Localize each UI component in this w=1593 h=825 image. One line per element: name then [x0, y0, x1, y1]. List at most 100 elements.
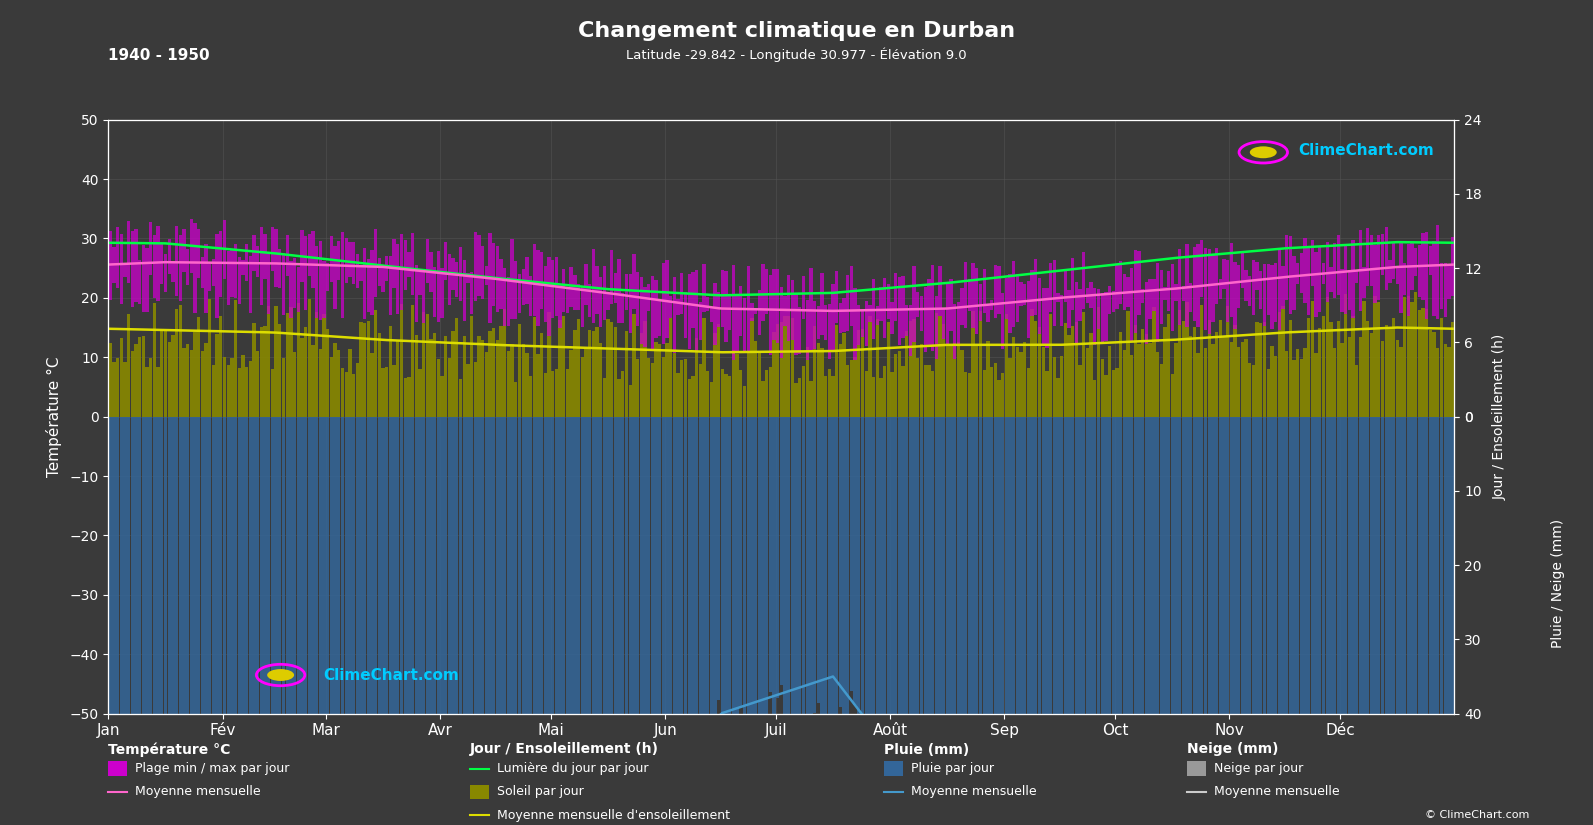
Bar [898, 417, 902, 788]
Bar [1451, 417, 1454, 788]
Bar [969, 417, 972, 788]
Bar [170, 262, 175, 281]
Bar [241, 417, 245, 788]
Bar [806, 347, 809, 417]
Bar [209, 299, 212, 417]
Bar [650, 276, 655, 348]
Bar [245, 417, 249, 788]
Bar [386, 257, 389, 281]
Bar [1227, 306, 1230, 417]
Bar [801, 417, 804, 748]
Bar [349, 417, 352, 788]
Bar [1149, 343, 1152, 417]
Bar [1289, 417, 1292, 788]
Bar [890, 302, 894, 334]
Bar [989, 299, 994, 309]
Bar [1070, 257, 1074, 310]
Bar [1023, 342, 1026, 417]
Bar [1227, 260, 1230, 323]
Bar [414, 265, 417, 322]
Bar [618, 379, 621, 417]
Bar [1070, 417, 1074, 788]
Bar [1174, 284, 1177, 301]
Bar [503, 417, 507, 788]
Bar [1098, 307, 1101, 417]
Bar [580, 356, 585, 417]
Bar [237, 368, 241, 417]
Bar [1381, 342, 1384, 417]
Bar [209, 417, 212, 788]
Bar [123, 361, 126, 417]
Bar [1344, 295, 1348, 417]
Bar [554, 417, 558, 788]
Bar [1281, 266, 1284, 309]
Bar [422, 269, 425, 323]
Bar [1056, 378, 1059, 417]
Bar [1233, 417, 1236, 788]
Bar [935, 417, 938, 788]
Bar [551, 260, 554, 318]
Bar [820, 273, 824, 335]
Bar [935, 313, 938, 417]
Bar [905, 417, 908, 788]
Bar [299, 417, 304, 788]
Bar [683, 417, 687, 752]
Bar [919, 417, 924, 788]
Bar [683, 292, 687, 338]
Bar [812, 417, 816, 713]
Bar [285, 314, 288, 417]
Bar [231, 358, 234, 417]
Bar [1107, 417, 1112, 788]
Bar [1093, 288, 1096, 345]
Bar [618, 259, 621, 323]
Bar [182, 348, 186, 417]
Bar [1016, 347, 1020, 417]
Bar [1141, 290, 1144, 303]
Bar [436, 359, 440, 417]
Bar [717, 292, 720, 328]
Bar [894, 417, 897, 742]
Bar [366, 259, 370, 312]
Bar [198, 417, 201, 788]
Bar [1200, 417, 1203, 788]
Bar [1064, 417, 1067, 788]
Bar [1388, 328, 1392, 417]
Bar [212, 417, 215, 788]
Text: Température °C: Température °C [108, 742, 231, 757]
Bar [167, 239, 170, 274]
Bar [142, 417, 145, 788]
Bar [876, 306, 879, 326]
Bar [1308, 248, 1311, 315]
Bar [274, 229, 277, 287]
Text: Moyenne mensuelle d'ensoleillement: Moyenne mensuelle d'ensoleillement [497, 808, 730, 822]
Bar [422, 312, 425, 417]
Bar [787, 275, 790, 342]
Bar [585, 264, 588, 305]
Bar [1367, 228, 1370, 286]
Bar [319, 349, 322, 417]
Bar [908, 321, 913, 417]
Bar [473, 417, 476, 788]
Bar [618, 417, 621, 788]
Bar [938, 266, 941, 316]
Bar [1314, 353, 1317, 417]
Bar [537, 249, 540, 326]
Bar [790, 417, 793, 715]
Bar [1086, 348, 1090, 417]
Bar [223, 220, 226, 280]
Bar [828, 304, 832, 359]
Bar [355, 363, 358, 417]
Bar [459, 417, 462, 788]
Bar [131, 351, 134, 417]
Bar [591, 249, 594, 323]
Bar [1317, 417, 1322, 788]
Bar [1034, 321, 1037, 417]
Bar [613, 273, 616, 303]
Bar [838, 417, 843, 707]
Bar [1437, 347, 1440, 417]
Bar [237, 257, 241, 304]
Bar [843, 333, 846, 417]
Bar [1034, 259, 1037, 315]
Bar [386, 366, 389, 417]
Bar [256, 417, 260, 788]
